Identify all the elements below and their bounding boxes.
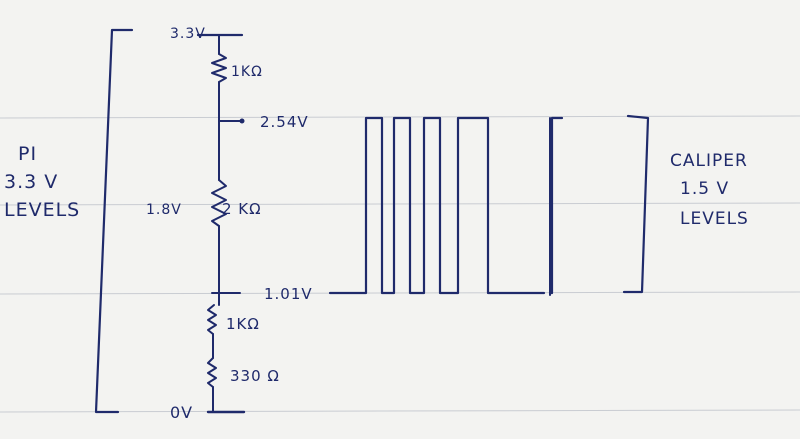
tap-high-label: 2.54V — [260, 113, 309, 131]
tap-low-label: 1.01V — [264, 285, 313, 303]
pi-voltage-label: 3.3 V — [4, 171, 58, 193]
pi-levels-text: LEVELS — [4, 199, 80, 221]
pi-levels-label: PI 3.3 V LEVELS — [4, 143, 80, 221]
supply-voltage-label: 3.3V — [170, 26, 206, 42]
caliper-voltage-label: 1.5 V — [680, 179, 729, 199]
tap-high-node — [240, 119, 245, 124]
resistor-r2-label: 2 KΩ — [222, 200, 262, 218]
resistor-r4-label: 330 Ω — [230, 367, 280, 385]
left-bracket — [96, 30, 132, 412]
resistor-r4 — [208, 358, 216, 387]
caliper-levels-label: CALIPER 1.5 V LEVELS — [670, 151, 749, 229]
midpoint-voltage-label: 1.8V — [146, 202, 182, 218]
resistor-r3-label: 1KΩ — [226, 315, 260, 333]
caliper-label: CALIPER — [670, 151, 748, 171]
pi-label: PI — [18, 143, 37, 165]
right-bracket — [624, 116, 648, 292]
square-wave — [330, 118, 562, 293]
resistor-r1-label: 1KΩ — [231, 64, 263, 80]
caliper-levels-text: LEVELS — [680, 209, 749, 229]
ground-label: 0V — [170, 403, 193, 422]
resistor-r1 — [212, 54, 226, 82]
resistor-r3 — [208, 305, 216, 334]
voltage-divider: 3.3V 1KΩ 2.54V 2 KΩ 1.8V 1.01V 1KΩ 330 Ω… — [146, 26, 313, 422]
